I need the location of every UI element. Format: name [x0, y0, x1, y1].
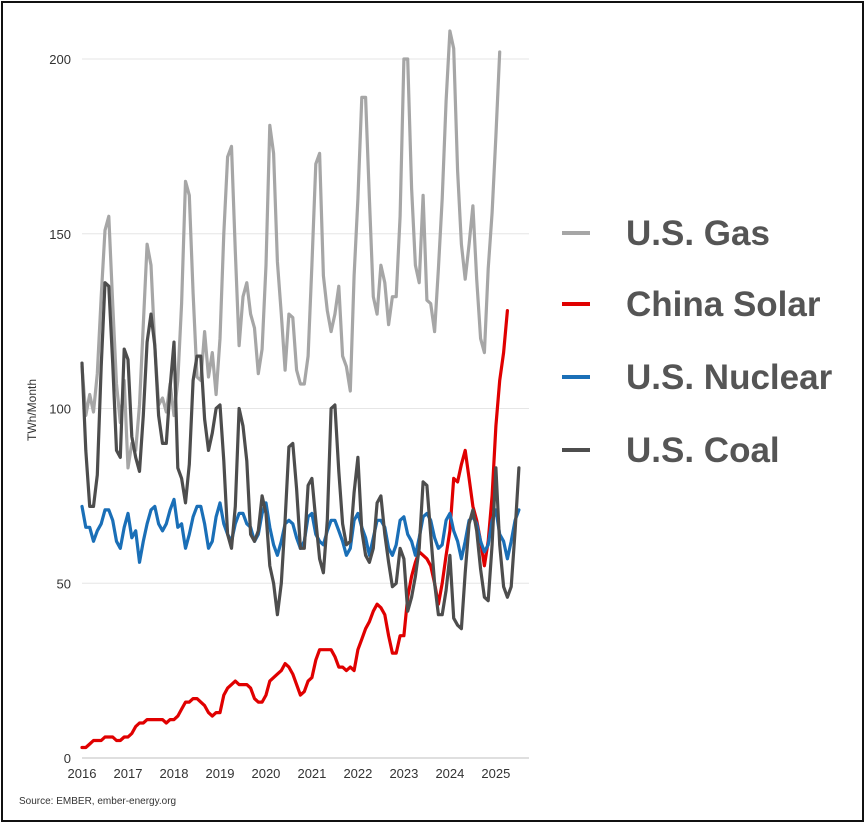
x-tick-label: 2023	[389, 766, 418, 781]
legend: U.S. Gas China Solar U.S. Nuclear U.S. Coal	[562, 214, 833, 470]
legend-label-u-s-nuclear: U.S. Nuclear	[626, 358, 833, 397]
legend-label-china-solar: China Solar	[626, 285, 821, 324]
x-tick-label: 2018	[160, 766, 189, 781]
series-line-u-s-coal	[80, 281, 521, 631]
y-axis: 0 50 100 150 200	[49, 52, 71, 766]
y-axis-label: TWh/Month	[25, 379, 39, 441]
x-tick-label: 2020	[251, 766, 280, 781]
x-tick-label: 2024	[435, 766, 464, 781]
y-tick-label: 200	[49, 52, 71, 67]
series-lines	[80, 29, 521, 750]
x-tick-label: 2021	[297, 766, 326, 781]
x-tick-label: 2017	[114, 766, 143, 781]
y-tick-label: 0	[64, 751, 71, 766]
legend-label-u-s-coal: U.S. Coal	[626, 431, 780, 470]
gridlines	[82, 58, 529, 584]
x-tick-label: 2019	[206, 766, 235, 781]
x-tick-label: 2025	[481, 766, 510, 781]
y-tick-label: 100	[49, 402, 71, 417]
series-line-u-s-gas	[80, 29, 502, 470]
source-note: Source: EMBER, ember-energy.org	[19, 796, 176, 807]
x-tick-label: 2022	[343, 766, 372, 781]
y-tick-label: 50	[57, 576, 71, 591]
y-tick-label: 150	[49, 227, 71, 242]
x-axis: 2016 2017 2018 2019 2020 2021 2022 2023 2024 2025	[68, 766, 511, 781]
legend-label-u-s-gas: U.S. Gas	[626, 214, 770, 253]
x-tick-label: 2016	[68, 766, 97, 781]
